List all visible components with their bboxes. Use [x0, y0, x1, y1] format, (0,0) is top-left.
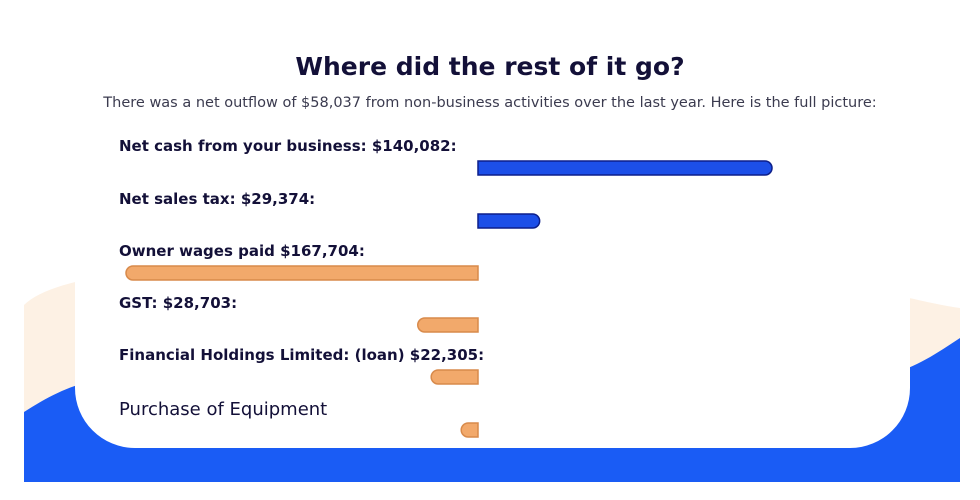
bar-purchase-equipment	[460, 422, 479, 438]
label-purchase-equipment: Purchase of Equipment	[119, 399, 328, 420]
label-gst: GST: $28,703:	[119, 294, 238, 312]
bar-financial-holdings	[430, 369, 479, 385]
bar-gst	[417, 317, 479, 333]
bar-net-cash	[477, 160, 773, 176]
label-net-cash: Net cash from your business: $140,082:	[119, 137, 457, 155]
page-title: Where did the rest of it go?	[295, 52, 685, 81]
label-financial-holdings: Financial Holdings Limited: (loan) $22,3…	[119, 346, 485, 364]
label-owner-wages: Owner wages paid $167,704:	[119, 242, 365, 260]
label-net-sales-tax: Net sales tax: $29,374:	[119, 190, 316, 208]
chart-card	[75, 30, 910, 448]
bar-net-sales-tax	[477, 213, 541, 229]
bar-owner-wages	[125, 265, 479, 281]
page-subtitle: There was a net outflow of $58,037 from …	[103, 95, 877, 111]
